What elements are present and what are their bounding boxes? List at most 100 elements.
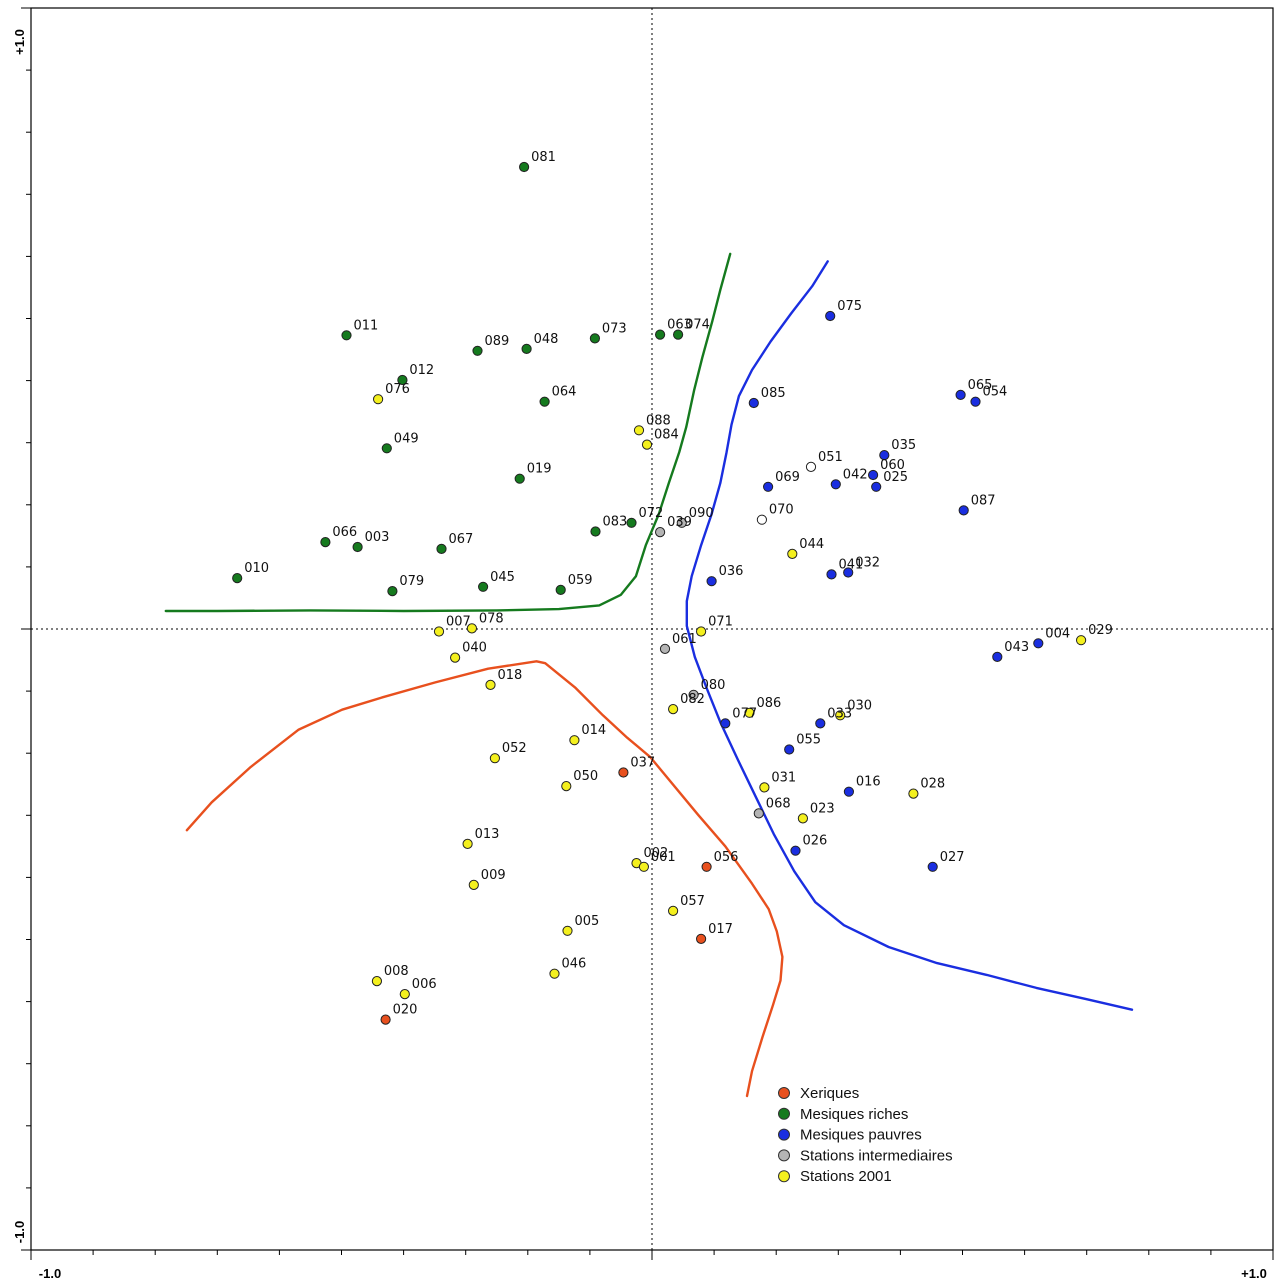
point-label-037: 037 xyxy=(630,756,655,771)
point-014 xyxy=(569,735,580,746)
point-label-011: 011 xyxy=(354,318,379,333)
point-label-066: 066 xyxy=(332,525,357,540)
point-067 xyxy=(436,543,447,555)
data-points xyxy=(232,161,1087,1025)
x-tick-label-min: -1.0 xyxy=(39,1266,61,1281)
point-071 xyxy=(696,626,707,637)
point-label-046: 046 xyxy=(562,957,587,972)
point-label-012: 012 xyxy=(409,363,434,378)
point-033 xyxy=(815,718,826,729)
point-054 xyxy=(970,396,981,407)
point-label-005: 005 xyxy=(575,914,600,929)
legend-marker-0 xyxy=(778,1087,790,1099)
point-label-055: 055 xyxy=(796,733,821,748)
point-010 xyxy=(232,573,243,584)
point-029 xyxy=(1076,635,1087,646)
point-057 xyxy=(668,905,679,917)
point-018 xyxy=(485,679,496,691)
point-label-089: 089 xyxy=(485,334,510,349)
point-label-086: 086 xyxy=(757,696,782,711)
point-label-027: 027 xyxy=(940,850,965,865)
point-label-067: 067 xyxy=(449,532,474,547)
point-label-082: 082 xyxy=(680,692,705,707)
point-label-001: 001 xyxy=(651,850,676,865)
point-label-063: 063 xyxy=(667,318,692,333)
point-label-051: 051 xyxy=(818,450,843,465)
point-069 xyxy=(763,481,774,492)
point-078 xyxy=(466,623,477,634)
point-065 xyxy=(955,389,966,400)
point-086 xyxy=(744,707,755,718)
point-label-031: 031 xyxy=(771,770,796,785)
point-077 xyxy=(720,718,731,729)
point-label-068: 068 xyxy=(766,796,791,811)
point-056 xyxy=(701,861,712,872)
point-label-035: 035 xyxy=(891,438,916,453)
point-label-028: 028 xyxy=(920,777,945,792)
point-label-064: 064 xyxy=(552,385,577,400)
point-011 xyxy=(341,330,352,341)
point-020 xyxy=(380,1014,391,1025)
legend-marker-4 xyxy=(778,1170,790,1183)
point-label-085: 085 xyxy=(761,386,786,401)
y-tick-label-min: -1.0 xyxy=(12,1221,27,1243)
point-label-057: 057 xyxy=(680,894,705,909)
point-028 xyxy=(908,788,919,799)
point-label-052: 052 xyxy=(502,741,527,756)
point-009 xyxy=(468,879,479,891)
point-label-049: 049 xyxy=(394,431,419,446)
point-label-090: 090 xyxy=(689,506,714,521)
point-085 xyxy=(748,397,759,409)
point-label-061: 061 xyxy=(672,632,697,647)
point-055 xyxy=(784,744,795,755)
point-035 xyxy=(879,450,890,461)
y-tick-label-max: +1.0 xyxy=(12,29,27,55)
point-006 xyxy=(399,989,410,1000)
legend-marker-3 xyxy=(778,1149,790,1162)
point-036 xyxy=(706,576,717,587)
point-074 xyxy=(673,329,684,340)
point-label-008: 008 xyxy=(384,964,409,979)
point-label-030: 030 xyxy=(847,698,872,713)
point-013 xyxy=(462,838,473,850)
point-label-010: 010 xyxy=(244,561,269,576)
point-004 xyxy=(1033,638,1044,649)
point-049 xyxy=(381,443,392,454)
point-025 xyxy=(871,481,882,492)
point-label-081: 081 xyxy=(531,150,556,165)
point-046 xyxy=(549,968,560,979)
point-044 xyxy=(787,548,798,560)
point-label-042: 042 xyxy=(843,467,868,482)
point-label-077: 077 xyxy=(732,706,757,721)
point-label-019: 019 xyxy=(527,462,552,477)
point-label-079: 079 xyxy=(399,574,424,589)
point-031 xyxy=(759,782,770,793)
point-label-083: 083 xyxy=(603,515,628,530)
point-label-080: 080 xyxy=(701,678,726,693)
point-060 xyxy=(868,469,879,481)
point-label-050: 050 xyxy=(573,769,598,784)
point-012 xyxy=(397,374,408,386)
point-label-020: 020 xyxy=(393,1003,418,1018)
point-label-075: 075 xyxy=(837,299,862,314)
point-076 xyxy=(373,394,384,405)
point-048 xyxy=(521,343,532,354)
point-label-033: 033 xyxy=(827,706,852,721)
legend-entry-4: Stations 2001 xyxy=(800,1168,892,1185)
point-039 xyxy=(655,527,666,538)
point-005 xyxy=(562,925,573,936)
point-label-084: 084 xyxy=(654,428,679,443)
point-070 xyxy=(756,514,768,525)
point-label-043: 043 xyxy=(1004,640,1029,655)
point-027 xyxy=(927,861,938,872)
point-087 xyxy=(958,505,969,516)
point-050 xyxy=(561,781,572,792)
point-042 xyxy=(830,479,841,490)
point-063 xyxy=(655,329,666,340)
point-052 xyxy=(489,753,500,764)
legend: Xeriques Mesiques riches Mesiques pauvres S… xyxy=(778,1085,953,1185)
point-label-054: 054 xyxy=(983,385,1008,400)
point-label-071: 071 xyxy=(708,615,733,630)
